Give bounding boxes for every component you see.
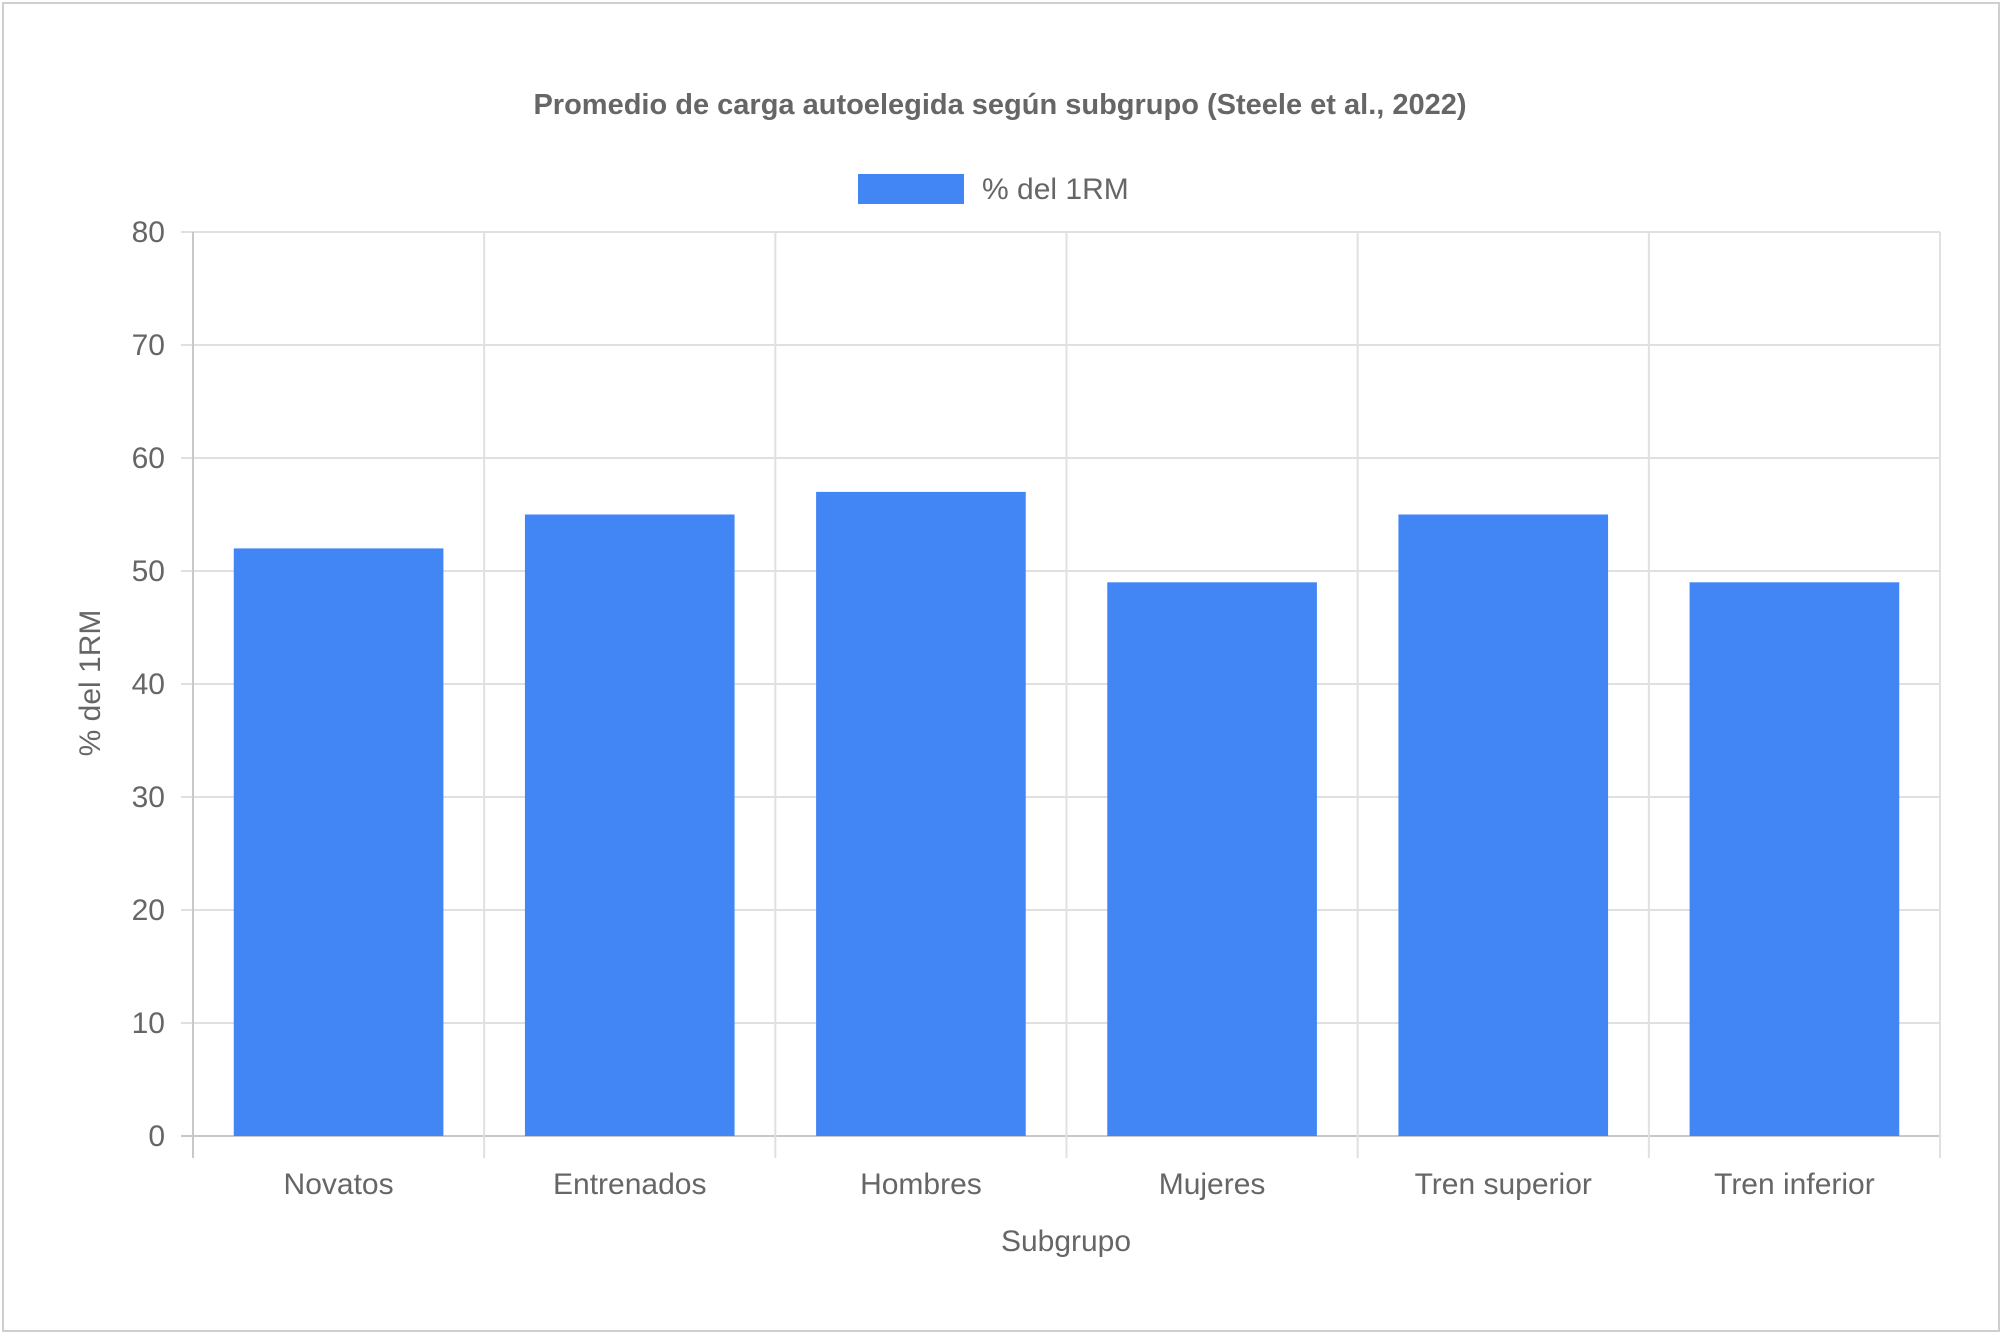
y-tick-label: 40 bbox=[132, 668, 165, 701]
x-tick-labels: Novatos Entrenados Hombres Mujeres Tren supe… bbox=[284, 1168, 1875, 1201]
bar-hombres[interactable] bbox=[816, 491, 1026, 1136]
x-tick-label: Hombres bbox=[860, 1168, 982, 1201]
x-axis-label: Subgrupo bbox=[1001, 1225, 1131, 1258]
bar-novatos[interactable] bbox=[233, 548, 444, 1136]
y-tick-label: 30 bbox=[132, 781, 165, 814]
y-tick-label: 0 bbox=[148, 1120, 165, 1153]
y-tick-label: 60 bbox=[132, 442, 165, 475]
chart-title: Promedio de carga autoelegida según subg… bbox=[533, 89, 1466, 121]
y-tick-label: 50 bbox=[132, 555, 165, 588]
legend-label: % del 1RM bbox=[982, 173, 1129, 206]
y-tick-label: 20 bbox=[132, 894, 165, 927]
x-tick-label: Novatos bbox=[284, 1168, 394, 1201]
bar-layer bbox=[233, 491, 1900, 1137]
legend[interactable]: % del 1RM bbox=[858, 173, 1129, 206]
y-axis-label: % del 1RM bbox=[74, 610, 107, 757]
y-tick-label: 70 bbox=[132, 329, 165, 362]
y-tick-label: 10 bbox=[132, 1007, 165, 1040]
bar-tren-inferior[interactable] bbox=[1689, 582, 1900, 1136]
grid-layer bbox=[181, 231, 1941, 1158]
x-tick-label: Tren superior bbox=[1415, 1168, 1592, 1201]
y-tick-label: 80 bbox=[132, 216, 165, 249]
bar-mujeres[interactable] bbox=[1107, 582, 1317, 1136]
x-tick-label: Mujeres bbox=[1159, 1168, 1266, 1201]
x-tick-label: Entrenados bbox=[553, 1168, 706, 1201]
x-tick-label: Tren inferior bbox=[1714, 1168, 1875, 1201]
bar-entrenados[interactable] bbox=[524, 514, 735, 1137]
legend-swatch bbox=[858, 174, 964, 204]
bar-tren-superior[interactable] bbox=[1398, 514, 1609, 1137]
y-tick-labels: 0 10 20 30 40 50 60 70 80 bbox=[132, 216, 165, 1153]
